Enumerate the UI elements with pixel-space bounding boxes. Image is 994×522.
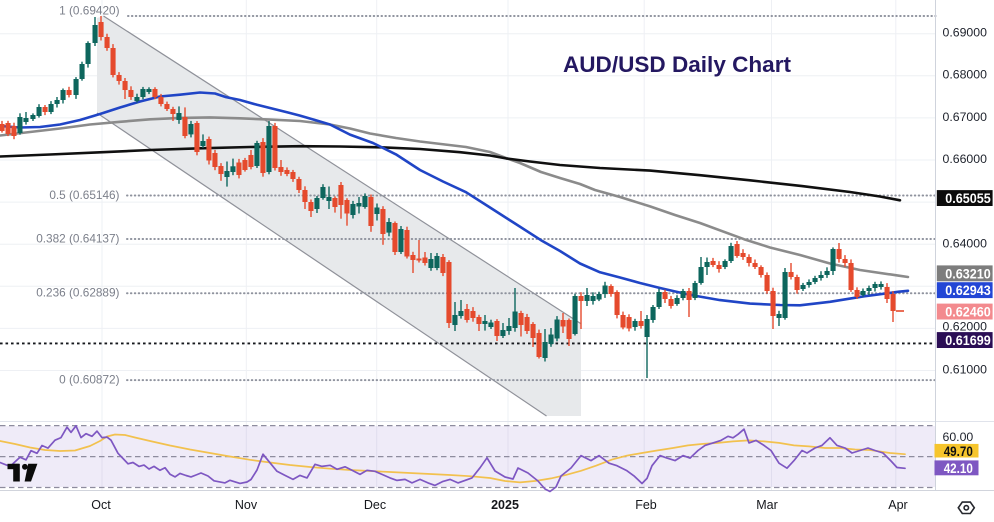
svg-text:0.236 (0.62889): 0.236 (0.62889)	[36, 285, 119, 299]
svg-text:0.69000: 0.69000	[943, 26, 988, 40]
svg-text:0.64000: 0.64000	[943, 236, 988, 250]
svg-text:0.62943: 0.62943	[945, 282, 991, 298]
svg-text:Dec: Dec	[364, 498, 386, 512]
svg-text:Nov: Nov	[235, 498, 258, 512]
svg-text:AUD/USD Daily Chart: AUD/USD Daily Chart	[563, 52, 791, 77]
svg-text:0.62000: 0.62000	[943, 319, 988, 333]
svg-text:60.00: 60.00	[943, 430, 974, 444]
svg-text:Oct: Oct	[91, 498, 111, 512]
svg-text:2025: 2025	[491, 498, 519, 512]
svg-text:0.68000: 0.68000	[943, 68, 988, 82]
svg-text:0.65055: 0.65055	[945, 190, 991, 206]
svg-text:0.62460: 0.62460	[945, 304, 991, 320]
svg-text:0.382 (0.64137): 0.382 (0.64137)	[36, 231, 119, 245]
svg-text:Apr: Apr	[888, 498, 907, 512]
svg-text:Feb: Feb	[635, 498, 657, 512]
svg-text:49.70: 49.70	[944, 443, 973, 459]
svg-text:0.5 (0.65146): 0.5 (0.65146)	[49, 188, 119, 202]
svg-text:Mar: Mar	[756, 498, 778, 512]
svg-text:0.67000: 0.67000	[943, 110, 988, 124]
svg-text:0 (0.60872): 0 (0.60872)	[59, 372, 119, 386]
svg-text:1 (0.69420): 1 (0.69420)	[59, 3, 119, 17]
svg-text:0.66000: 0.66000	[943, 152, 988, 166]
svg-text:42.10: 42.10	[944, 460, 973, 476]
svg-text:0.61000: 0.61000	[943, 362, 988, 376]
svg-text:0.61699: 0.61699	[945, 332, 991, 348]
svg-text:0.63210: 0.63210	[945, 265, 991, 281]
